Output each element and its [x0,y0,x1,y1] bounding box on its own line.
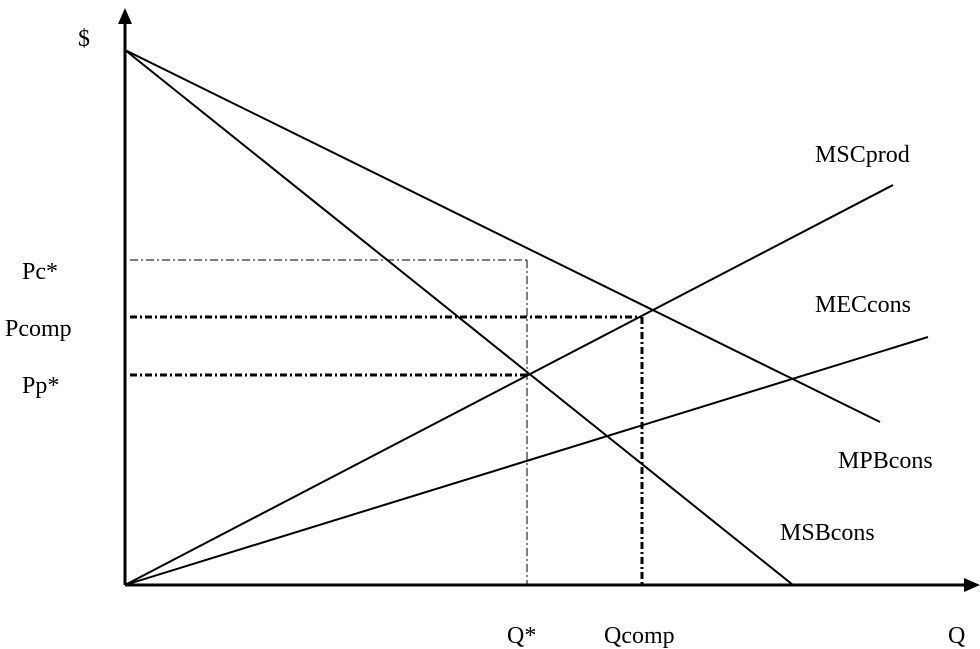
pc-star-label: Pc* [22,259,58,285]
mec-cons-label: MECcons [815,292,911,318]
pcomp-label: Pcomp [5,316,72,342]
y-axis-label: $ [78,26,90,52]
pp-star-label: Pp* [22,373,59,399]
q-star-label: Q* [507,623,536,649]
msc-prod-label: MSCprod [815,142,910,168]
mec-cons-curve [124,336,929,586]
qcomp-label: Qcomp [604,623,675,649]
x-axis-arrowhead [964,578,980,592]
mpb-cons-label: MPBcons [838,448,933,474]
mpb-cons-curve [124,49,881,423]
x-axis-label: Q [948,623,965,649]
y-axis-arrowhead [118,8,132,24]
msb-cons-label: MSBcons [780,520,875,546]
msc-prod-curve [124,184,894,586]
msb-cons-curve [124,49,794,586]
